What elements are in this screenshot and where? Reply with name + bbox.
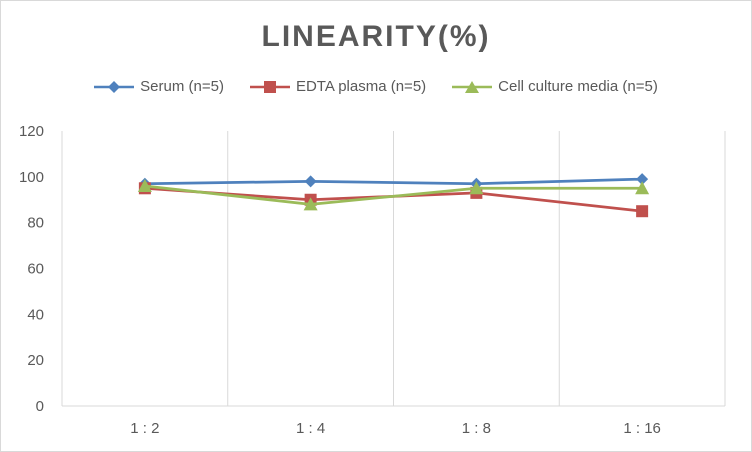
legend-item-serum: Serum (n=5) (94, 78, 224, 95)
data-point-cell-culture (635, 181, 650, 195)
x-tick-label: 1 : 4 (296, 420, 325, 437)
x-tick-label: 1 : 2 (130, 420, 159, 437)
chart-title: LINEARITY(%) (261, 20, 491, 53)
x-tick-label: 1 : 8 (462, 420, 491, 437)
legend-marker-cell-culture (452, 80, 493, 93)
legend-label-cell-culture: Cell culture media (n=5) (498, 78, 658, 95)
y-tick-label: 20 (27, 352, 44, 369)
legend-marker-edta (249, 80, 290, 93)
data-point-cell-culture (137, 179, 152, 192)
y-tick-label: 100 (19, 169, 44, 186)
legend: Serum (n=5) EDTA plasma (n=5) Cell cultu… (0, 78, 752, 95)
legend-item-cell-culture: Cell culture media (n=5) (452, 78, 658, 95)
x-tick-label: 1 : 16 (623, 420, 661, 437)
legend-marker-serum (94, 80, 135, 93)
data-point-cell-culture (303, 197, 318, 211)
data-point-cell-culture (469, 181, 484, 195)
y-tick-label: 0 (36, 398, 44, 415)
data-point-edta (636, 205, 649, 218)
y-tick-label: 120 (19, 123, 44, 140)
legend-label-serum: Serum (n=5) (140, 78, 224, 95)
legend-label-edta: EDTA plasma (n=5) (295, 78, 427, 95)
legend-item-edta: EDTA plasma (n=5) (249, 78, 427, 95)
y-tick-label: 60 (27, 261, 44, 278)
data-point-serum (304, 175, 317, 188)
series-line-2 (144, 184, 643, 206)
y-tick-label: 40 (27, 306, 44, 323)
data-point-serum (636, 173, 649, 186)
series-line-0 (144, 177, 643, 186)
y-tick-label: 80 (27, 215, 44, 232)
